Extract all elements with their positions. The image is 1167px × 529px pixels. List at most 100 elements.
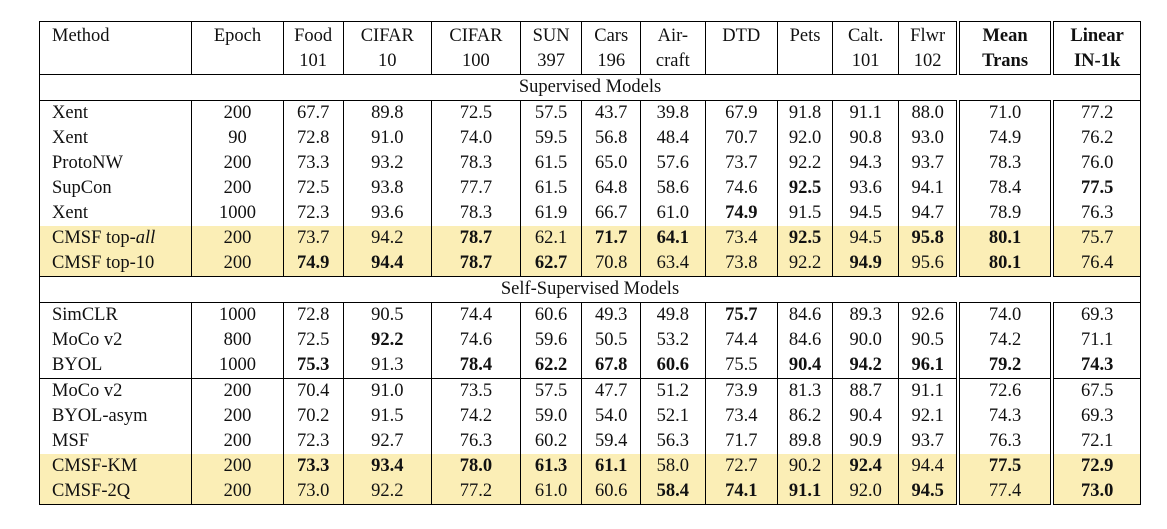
column-header-line1: Food bbox=[294, 26, 333, 46]
column-header: Method bbox=[40, 22, 192, 75]
value-cell: 70.8 bbox=[581, 251, 641, 277]
header-row: Method Epoch Food 101 CIFAR 10 CIFAR 100 SUN 39… bbox=[40, 21, 1141, 75]
method-name: BYOL-asym bbox=[52, 406, 148, 426]
results-table-container: Method Epoch Food 101 CIFAR 10 CIFAR 100 SUN 39… bbox=[39, 21, 1141, 505]
value-cell: 71.1 bbox=[1050, 328, 1141, 353]
value-cell: 74.4 bbox=[704, 328, 778, 353]
epoch-cell: 1000 bbox=[191, 302, 284, 328]
method-cell: MoCo v2 bbox=[39, 378, 192, 404]
method-name: MSF bbox=[52, 431, 90, 451]
value-cell: 95.6 bbox=[898, 251, 958, 277]
value-cell: 65.0 bbox=[581, 151, 641, 176]
value-cell: 91.1 bbox=[831, 100, 899, 126]
epoch-cell: 200 bbox=[191, 251, 284, 277]
value-cell: 71.7 bbox=[704, 429, 778, 454]
value-cell: 92.0 bbox=[777, 126, 833, 151]
value-cell: 67.7 bbox=[282, 100, 344, 126]
method-cell: SimCLR bbox=[39, 302, 192, 328]
value-cell: 80.1 bbox=[955, 226, 1053, 251]
method-name: CMSF-2Q bbox=[52, 481, 131, 501]
column-header-line2 bbox=[782, 49, 828, 74]
value-cell: 92.1 bbox=[898, 404, 958, 429]
value-cell: 61.0 bbox=[519, 479, 582, 505]
column-header-line2: craft bbox=[655, 51, 690, 71]
value-cell: 84.6 bbox=[777, 302, 833, 328]
method-cell: Xent bbox=[40, 201, 192, 226]
method-name-italic: all bbox=[135, 228, 156, 248]
value-cell: 73.4 bbox=[704, 404, 778, 429]
value-cell: 70.7 bbox=[704, 126, 778, 151]
column-header-line1: Linear bbox=[1070, 26, 1124, 46]
value-cell: 88.0 bbox=[898, 100, 958, 126]
column-header: Calt. 101 bbox=[831, 21, 899, 75]
value-cell: 90.5 bbox=[342, 302, 432, 328]
epoch-cell: 200 bbox=[191, 404, 284, 429]
table-row: Xent 1000 72.3 93.6 78.3 61.9 66.7 61.0 74.9 91.5… bbox=[40, 201, 1141, 226]
table-row: SimCLR 1000 72.8 90.5 74.4 60.6 49.3 49.8 75.7 84… bbox=[39, 302, 1141, 328]
value-cell: 94.9 bbox=[831, 251, 899, 277]
column-header: Epoch bbox=[191, 21, 284, 75]
table-row: CMSF-2Q 200 73.0 92.2 77.2 61.0 60.6 58.4 74.1 91… bbox=[39, 479, 1141, 505]
value-cell: 77.5 bbox=[955, 454, 1053, 479]
value-cell: 60.6 bbox=[640, 353, 705, 379]
value-cell: 90.0 bbox=[831, 328, 899, 353]
value-cell: 54.0 bbox=[581, 404, 641, 429]
epoch-cell: 90 bbox=[191, 126, 284, 151]
column-header: Food 101 bbox=[282, 21, 344, 75]
value-cell: 56.8 bbox=[581, 126, 641, 151]
value-cell: 92.6 bbox=[898, 302, 958, 328]
value-cell: 73.7 bbox=[704, 151, 778, 176]
value-cell: 73.0 bbox=[282, 479, 344, 505]
value-cell: 72.5 bbox=[282, 176, 344, 201]
column-header-line1: CIFAR bbox=[449, 26, 503, 46]
value-cell: 67.9 bbox=[704, 100, 778, 126]
value-cell: 60.2 bbox=[519, 429, 582, 454]
value-cell: 76.4 bbox=[1050, 251, 1141, 277]
value-cell: 63.4 bbox=[640, 251, 705, 277]
epoch-cell: 200 bbox=[191, 176, 284, 201]
value-cell: 74.4 bbox=[430, 302, 521, 328]
column-header: Air-craft bbox=[640, 21, 705, 75]
value-cell: 90.8 bbox=[831, 126, 899, 151]
column-header: CIFAR 100 bbox=[430, 21, 521, 75]
value-cell: 92.2 bbox=[342, 328, 432, 353]
value-cell: 72.9 bbox=[1050, 454, 1141, 479]
value-cell: 73.7 bbox=[282, 226, 344, 251]
value-cell: 72.8 bbox=[282, 126, 344, 151]
value-cell: 96.1 bbox=[898, 353, 958, 379]
value-cell: 93.6 bbox=[342, 201, 432, 226]
value-cell: 72.6 bbox=[955, 378, 1053, 404]
value-cell: 74.3 bbox=[955, 404, 1053, 429]
value-cell: 61.9 bbox=[519, 201, 582, 226]
column-header-line1: Flwr bbox=[910, 26, 946, 46]
column-header: Flwr 102 bbox=[898, 21, 958, 75]
method-cell: SupCon bbox=[40, 176, 192, 201]
table-row: CMSF top-all 200 73.7 94.2 78.7 62.1 71.7 64.1 7… bbox=[39, 226, 1141, 251]
value-cell: 72.1 bbox=[1050, 429, 1141, 454]
value-cell: 91.1 bbox=[777, 479, 833, 505]
value-cell: 62.1 bbox=[519, 226, 582, 251]
value-cell: 78.3 bbox=[430, 151, 521, 176]
value-cell: 64.8 bbox=[581, 176, 641, 201]
column-header-line2 bbox=[52, 49, 187, 74]
table-row: CMSF top-10 200 74.9 94.4 78.7 62.7 70.8 63.4 73… bbox=[39, 251, 1141, 277]
value-cell: 43.7 bbox=[581, 100, 641, 126]
value-cell: 74.9 bbox=[704, 201, 778, 226]
value-cell: 89.8 bbox=[342, 100, 432, 126]
method-cell: Xent bbox=[40, 126, 192, 151]
value-cell: 74.2 bbox=[430, 404, 521, 429]
value-cell: 74.9 bbox=[955, 126, 1053, 151]
value-cell: 93.0 bbox=[898, 126, 958, 151]
value-cell: 76.0 bbox=[1050, 151, 1141, 176]
value-cell: 70.4 bbox=[282, 378, 344, 404]
column-header: Cars 196 bbox=[581, 21, 641, 75]
value-cell: 75.5 bbox=[704, 353, 778, 379]
value-cell: 73.4 bbox=[704, 226, 778, 251]
value-cell: 91.1 bbox=[898, 378, 958, 404]
value-cell: 67.5 bbox=[1050, 378, 1141, 404]
value-cell: 72.7 bbox=[704, 454, 778, 479]
section-header-row: Supervised Models bbox=[39, 74, 1141, 101]
table-row: MSF 200 72.3 92.7 76.3 60.2 59.4 56.3 71.7 89.8 90… bbox=[40, 429, 1141, 454]
epoch-cell: 200 bbox=[191, 454, 284, 479]
epoch-cell: 200 bbox=[191, 429, 284, 454]
